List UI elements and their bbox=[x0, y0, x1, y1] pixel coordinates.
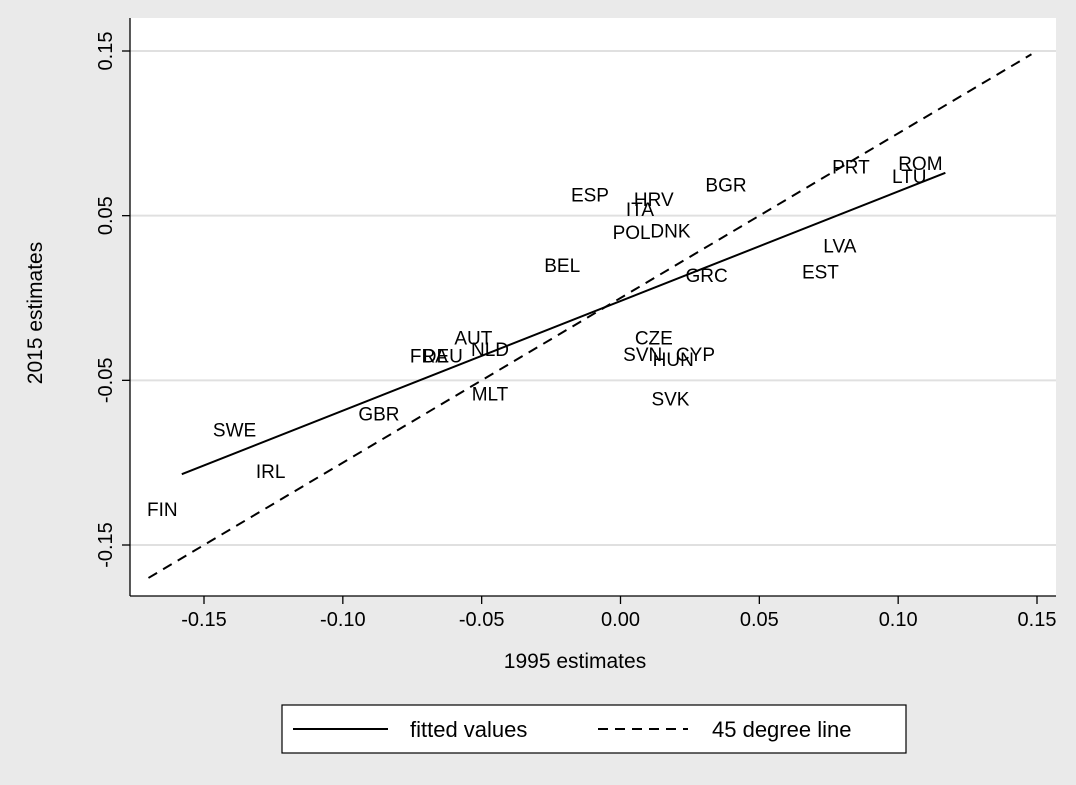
point-label-prt: PRT bbox=[832, 157, 870, 178]
y-axis-ticks: -0.15 -0.05 0.05 0.15 bbox=[95, 32, 130, 568]
point-label-grc: GRC bbox=[685, 266, 727, 287]
point-label-irl: IRL bbox=[256, 462, 286, 483]
point-label-cyp: CYP bbox=[676, 345, 715, 366]
point-label-bel: BEL bbox=[544, 256, 580, 277]
y-tick-label: -0.05 bbox=[95, 358, 117, 404]
y-tick-label: 0.05 bbox=[95, 196, 117, 235]
legend: fitted values 45 degree line bbox=[281, 704, 907, 754]
point-label-ltu: LTU bbox=[892, 167, 926, 188]
point-label-pol: POL bbox=[613, 223, 651, 244]
x-tick-label: -0.05 bbox=[459, 609, 505, 631]
point-label-gbr: GBR bbox=[358, 404, 399, 425]
gridlines bbox=[130, 50, 1056, 546]
point-label-ita: ITA bbox=[626, 200, 654, 221]
point-label-fra: FRA bbox=[410, 347, 448, 368]
point-label-lva: LVA bbox=[823, 236, 856, 257]
point-label-deu: DEU bbox=[423, 347, 463, 368]
point-label-mlt: MLT bbox=[472, 385, 509, 406]
point-label-bgr: BGR bbox=[705, 175, 746, 196]
line-fitted-values bbox=[181, 171, 946, 476]
point-label-swe: SWE bbox=[213, 421, 256, 442]
y-tick-label: 0.15 bbox=[95, 32, 117, 71]
y-tick-label: -0.15 bbox=[95, 522, 117, 568]
point-label-esp: ESP bbox=[571, 185, 609, 206]
x-tick-label: 0.00 bbox=[601, 609, 640, 631]
axes bbox=[129, 18, 1056, 597]
point-label-svk: SVK bbox=[651, 389, 689, 410]
point-label-svn: SVN bbox=[623, 345, 662, 366]
point-label-est: EST bbox=[802, 263, 839, 284]
x-axis-title: 1995 estimates bbox=[504, 650, 646, 673]
point-label-hrv: HRV bbox=[634, 190, 674, 211]
point-label-hun: HUN bbox=[653, 350, 694, 371]
x-tick-label: 0.10 bbox=[879, 609, 918, 631]
legend-45-degree-line: 45 degree line bbox=[712, 717, 851, 742]
point-label-dnk: DNK bbox=[650, 221, 690, 242]
x-tick-label: -0.10 bbox=[320, 609, 366, 631]
plot-lines bbox=[147, 53, 1032, 579]
y-axis-title: 2015 estimates bbox=[24, 242, 47, 384]
x-tick-label: 0.05 bbox=[740, 609, 779, 631]
point-label-cze: CZE bbox=[635, 329, 673, 350]
x-tick-label: -0.15 bbox=[181, 609, 227, 631]
x-tick-label: 0.15 bbox=[1018, 609, 1057, 631]
plot-area bbox=[130, 18, 1056, 596]
point-label-aut: AUT bbox=[454, 329, 492, 350]
point-label-nld: NLD bbox=[471, 340, 509, 361]
x-axis-ticks: -0.15 -0.10 -0.05 0.00 0.05 0.10 0.15 bbox=[181, 596, 1056, 631]
point-label-fin: FIN bbox=[147, 500, 178, 521]
legend-fitted-values: fitted values bbox=[410, 717, 527, 742]
line-45-degree bbox=[147, 53, 1032, 579]
point-label-rom: ROM bbox=[898, 154, 942, 175]
